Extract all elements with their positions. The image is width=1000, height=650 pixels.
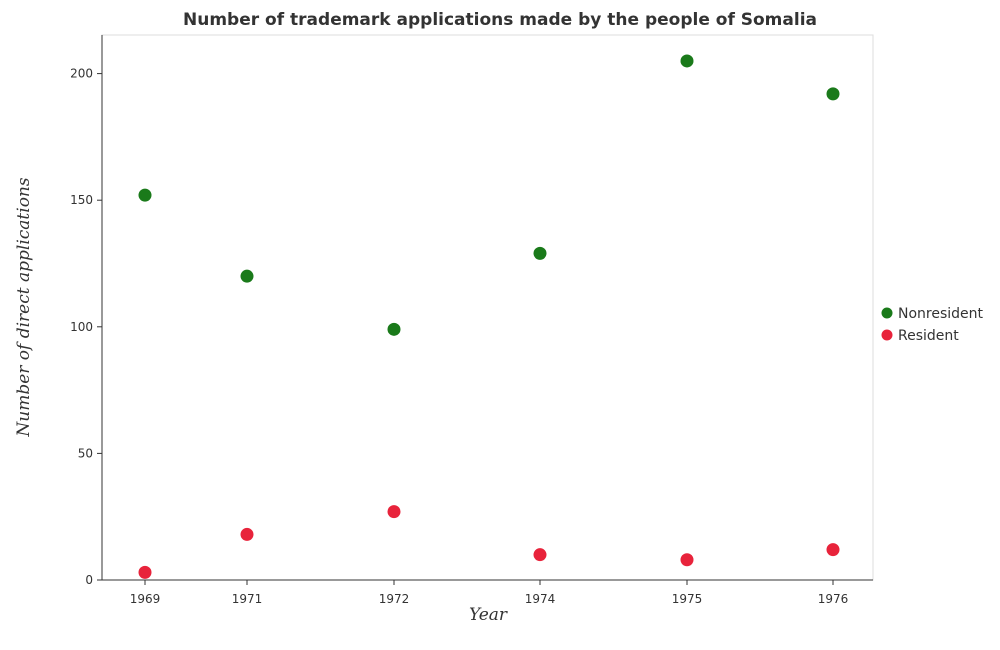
x-tick-label: 1976: [818, 592, 849, 606]
x-tick-label: 1975: [672, 592, 703, 606]
plot-area: [101, 34, 874, 581]
resident-point-1969: [138, 565, 152, 579]
y-tick-label: 50: [78, 446, 93, 460]
resident-point-1971: [240, 527, 254, 541]
data-points: [138, 54, 840, 579]
nonresident-point-1969: [138, 188, 152, 202]
resident-point-1975: [680, 553, 694, 567]
legend-label-nonresident: Nonresident: [898, 306, 984, 322]
nonresident-point-1975: [680, 54, 694, 68]
nonresident-point-1971: [240, 269, 254, 283]
x-axis-label: Year: [469, 605, 508, 625]
legend-marker-resident: [881, 329, 893, 341]
resident-point-1974: [533, 548, 547, 562]
resident-point-1976: [826, 543, 840, 557]
chart-title: Number of trademark applications made by…: [183, 10, 817, 30]
nonresident-point-1976: [826, 87, 840, 101]
y-ticks: 0 50 100 150 200: [70, 67, 102, 587]
y-tick-label: 150: [70, 193, 93, 207]
legend: Nonresident Resident: [881, 306, 984, 344]
y-axis-label: Number of direct applications: [14, 177, 34, 437]
nonresident-point-1972: [387, 322, 401, 336]
legend-marker-nonresident: [881, 307, 893, 319]
resident-point-1972: [387, 505, 401, 519]
y-tick-label: 100: [70, 320, 93, 334]
y-tick-label: 0: [85, 573, 93, 587]
legend-label-resident: Resident: [898, 328, 959, 344]
x-ticks: 1969 1971 1972 1974 1975 1976: [130, 580, 849, 606]
y-tick-label: 200: [70, 67, 93, 81]
x-tick-label: 1969: [130, 592, 161, 606]
x-tick-label: 1972: [379, 592, 410, 606]
x-tick-label: 1974: [525, 592, 556, 606]
nonresident-point-1974: [533, 246, 547, 260]
x-tick-label: 1971: [232, 592, 263, 606]
